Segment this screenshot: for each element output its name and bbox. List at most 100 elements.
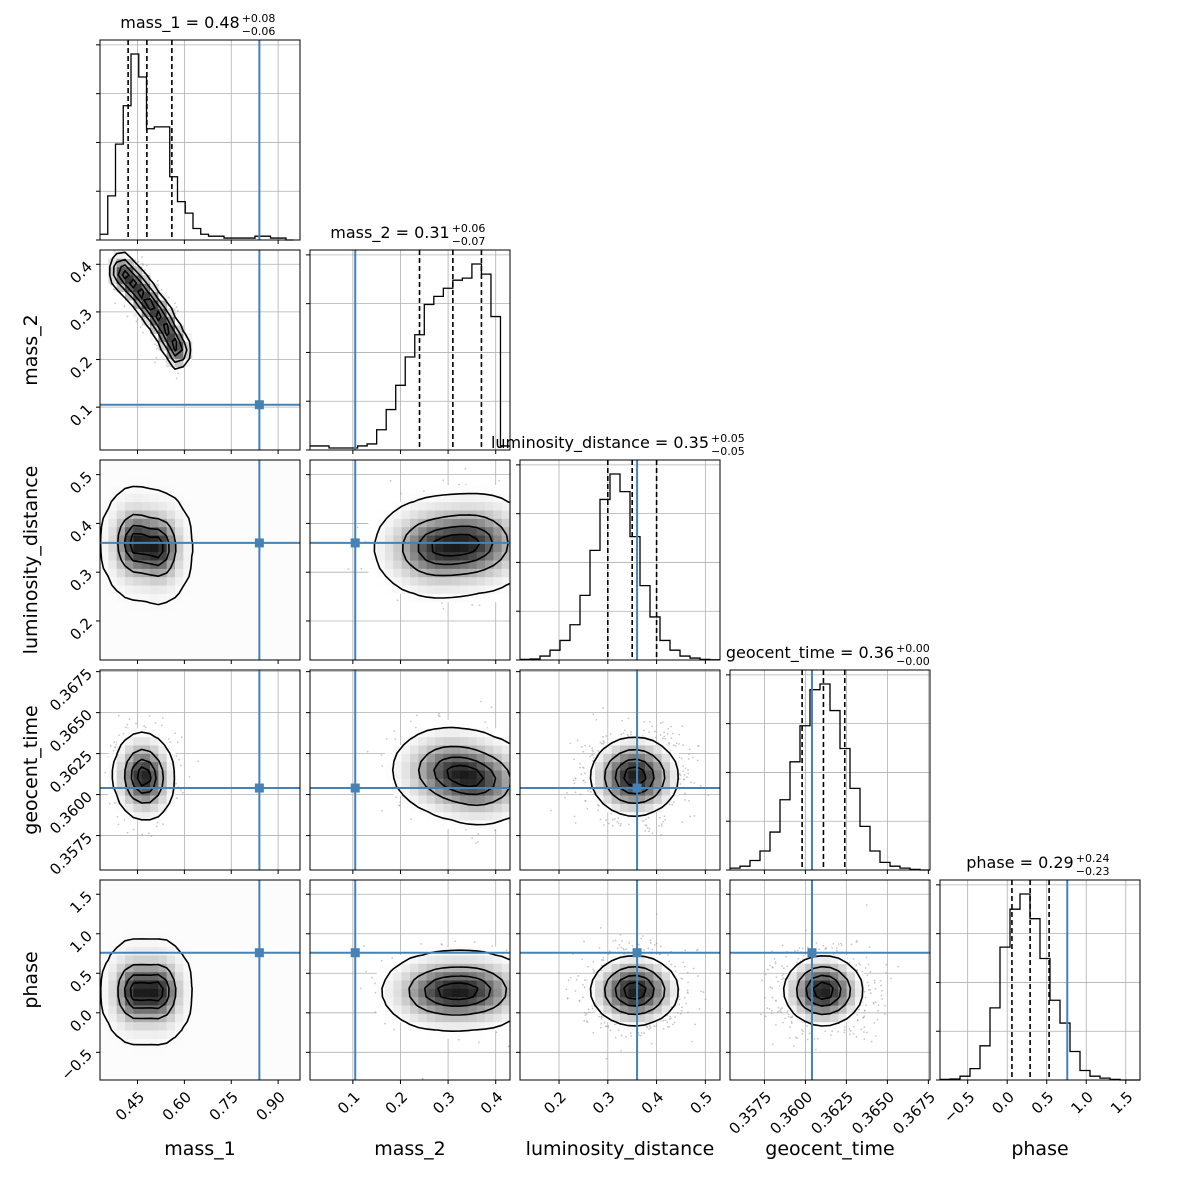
density-cell [191,501,201,511]
sample-point [126,315,129,318]
contour-line [117,513,177,577]
density-cell [183,585,193,594]
density-cell [125,643,134,653]
density-cell [116,501,126,511]
density-cell [468,535,478,544]
density-cell [410,501,419,511]
density-cell [468,501,478,511]
density-cell [183,341,193,351]
density-cell [250,593,259,603]
density-cell [200,560,209,569]
panel-frame [309,459,511,661]
density-cell [401,493,411,503]
density-cell [141,560,151,569]
density-cell [100,468,109,478]
density-cell [266,493,276,503]
density-cell [108,468,118,478]
density-cell [266,468,276,478]
contour-line [123,748,165,804]
density-cell [241,485,251,494]
density-cell [443,526,453,536]
density-cell [493,560,503,569]
density-cell [501,526,510,536]
density-cell [216,468,226,478]
density-cell [158,560,168,569]
density-cell [275,535,284,544]
density-cell [493,568,503,578]
density-cell [175,576,184,586]
density-cell [410,543,419,553]
density-cell [233,493,243,503]
density-cell [241,551,251,561]
density-cell [166,585,176,594]
sample-point [393,730,396,732]
density-cell [266,618,276,628]
density-cell [283,593,293,603]
density-cell [191,460,201,469]
density-cell [166,501,176,511]
density-cell [208,543,218,553]
density-cell [233,560,243,569]
sample-point [146,264,148,267]
density-cell [200,626,209,636]
sample-point [180,736,183,739]
density-cell [175,651,184,660]
density-cell [141,535,151,544]
density-cell [250,526,259,536]
density-cell [125,468,134,478]
density-cell [175,560,184,569]
density-cell [501,551,510,561]
density-cell [116,543,126,553]
density-cell [426,535,436,544]
sample-point [113,250,116,252]
density-cell [418,593,428,603]
sample-point [510,527,512,529]
density-cell [291,635,300,644]
density-cell [175,510,184,519]
density-cell [141,316,151,326]
density-cell [208,610,218,619]
density-cell [200,593,209,603]
density-cell [501,543,510,553]
density-cell [150,736,159,746]
density-cell [435,485,444,494]
density-cell [100,576,109,586]
density-cell [150,811,159,821]
density-cell [150,770,159,779]
density-cell [435,551,444,561]
density-cell [275,476,284,486]
density-cell [250,585,259,594]
density-cell [485,485,494,494]
density-cell [485,526,494,536]
density-cell [133,593,143,603]
sample-point [442,479,445,482]
density-cell [141,493,151,503]
density-cell [493,485,503,494]
density-cell [225,576,234,586]
density-cell [133,811,143,821]
density-cell [150,786,159,796]
density-cell [108,753,118,763]
histogram-step [520,473,720,661]
density-cell [200,635,209,644]
density-cell [401,510,411,519]
density-cell [133,610,143,619]
density-cell [393,576,403,586]
density-cell [116,618,126,628]
density-cell [158,803,168,813]
density-cell [133,535,143,544]
density-cell [241,493,251,503]
density-cell [166,518,176,528]
density-cell [393,543,403,553]
density-cell [291,610,300,619]
density-cell [250,610,259,619]
density-cell [493,535,503,544]
sample-point [540,550,542,552]
density-cell [476,535,486,544]
density-cell [150,618,159,628]
density-cell [275,526,284,536]
density-cell [385,585,394,594]
sample-point [513,812,515,814]
sample-point [544,494,546,496]
density-cell [100,460,109,469]
